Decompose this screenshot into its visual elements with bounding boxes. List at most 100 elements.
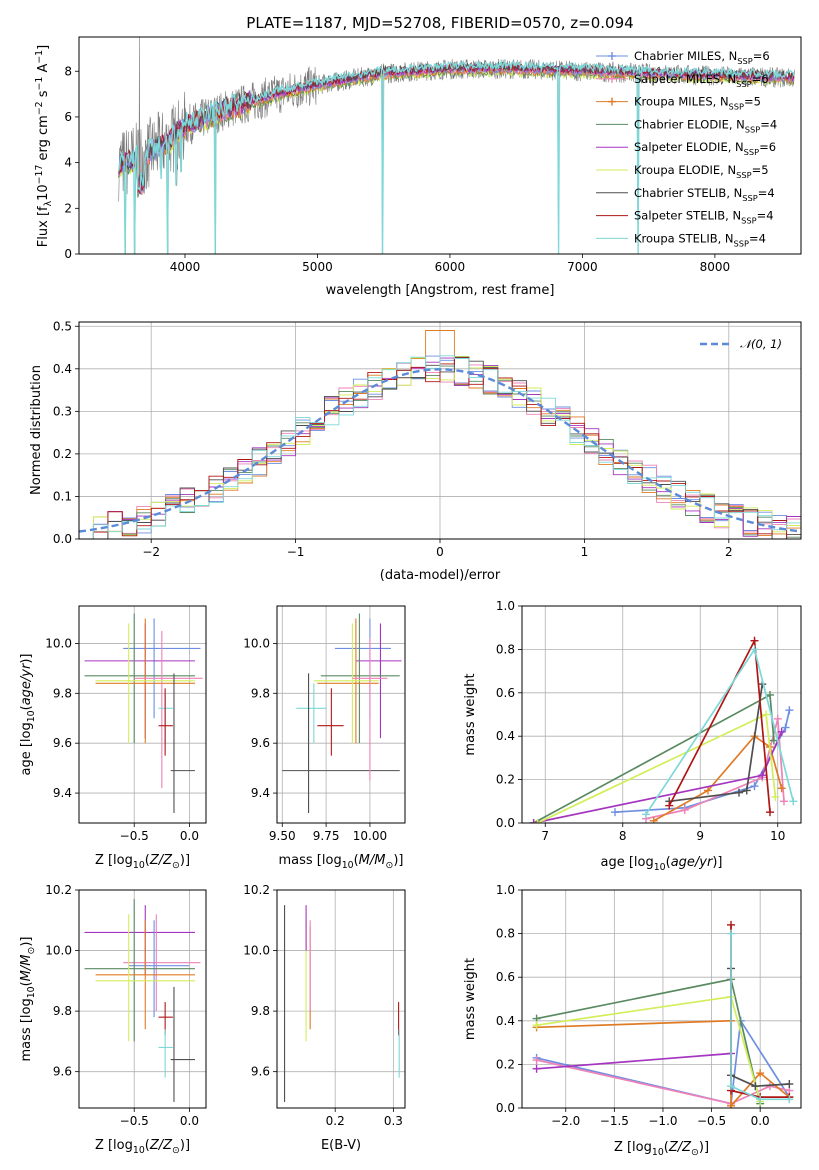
- legend-label: Chabrier MILES, NSSP=6: [634, 49, 770, 66]
- label-part: =4: [758, 186, 775, 200]
- axes-massweight-vs-Z: −2.0 −1.5 −1.0 −0.5 0.0 0.0 0.2 0.4 0.6 0.8 1.0 Z […: [463, 883, 802, 1158]
- label-part: )]: [180, 853, 190, 868]
- y-tick-label: 1.0: [496, 883, 515, 897]
- y-tick-label: 10.2: [243, 883, 270, 897]
- y-tick-label: 6: [64, 110, 72, 124]
- label-part: age/yr: [19, 662, 34, 705]
- label-part: −1: [34, 50, 45, 64]
- label-part: =4: [757, 209, 774, 223]
- label-part: Chabrier STELIB, N: [634, 186, 742, 200]
- x-tick-label: 0.3: [384, 1114, 403, 1128]
- y-tick-label: 0.3: [53, 404, 72, 418]
- x-tick-label: −1.5: [600, 1114, 629, 1128]
- label-part: λ: [43, 200, 54, 206]
- x-axis-label: wavelength [Angstrom, rest frame]: [326, 283, 555, 298]
- axes-frame: [78, 321, 802, 540]
- model-spectrum-kroupa-stelib: [118, 59, 795, 254]
- label-part: SSP: [736, 170, 751, 180]
- label-part: Z/Z: [149, 1138, 173, 1153]
- label-part: (: [19, 981, 34, 986]
- series-line-salpeter-elodie: [536, 1052, 732, 1070]
- y-tick-label: 0.2: [496, 773, 515, 787]
- x-tick-label: −2: [142, 545, 160, 559]
- label-part: −17: [34, 165, 45, 185]
- y-axis-label: mass weight: [463, 958, 478, 1040]
- x-tick-label: 8000: [700, 260, 731, 274]
- y-tick-label: 0: [64, 247, 72, 261]
- label-part: Z/Z: [149, 853, 173, 868]
- label-part: (: [145, 1138, 150, 1153]
- plot-area-mass-vs-EBV: [284, 905, 400, 1102]
- label-part: SSP: [734, 238, 749, 248]
- x-tick-label: 4000: [170, 260, 201, 274]
- axes-residuals: −2 −1 0 1 2 0.0 0.1 0.2 0.3 0.4 0.5 (data-model)/er…: [29, 319, 802, 583]
- plot-area-massweight-vs-Z: [532, 920, 794, 1108]
- x-tick-label: 0.2: [326, 1114, 345, 1128]
- label-part: Z [log: [95, 853, 133, 868]
- y-tick-label: 9.6: [53, 1065, 72, 1079]
- label-part: Z/Z: [668, 1140, 692, 1155]
- label-part: Kroupa MILES, N: [634, 95, 729, 109]
- x-tick-label: 0.0: [751, 1114, 770, 1128]
- y-tick-label: 9.8: [53, 686, 72, 700]
- label-part: M/M: [359, 853, 386, 868]
- normal-curve: [79, 368, 801, 533]
- histogram-salpeter-stelib: [79, 357, 801, 539]
- legend-label: Salpeter ELODIE, NSSP=6: [634, 140, 776, 157]
- x-axis-label: E(B-V): [321, 1138, 361, 1153]
- label-part: Salpeter STELIB, N: [634, 209, 741, 223]
- figure-title: PLATE=1187, MJD=52708, FIBERID=0570, z=0…: [246, 14, 633, 32]
- y-tick-label: 0.0: [496, 1101, 515, 1115]
- series-line-kroupa-stelib: [730, 933, 790, 1101]
- plot-layer: 4000 5000 6000 7000 8000 0 2 4 6 8 wavelength [Ang…: [19, 36, 802, 1158]
- label-part: ]: [36, 45, 51, 50]
- x-axis-label: Z [log10(Z/Z⊙)]: [614, 1140, 709, 1158]
- legend-label: Kroupa STELIB, NSSP=4: [634, 231, 766, 248]
- label-part: )]: [19, 653, 34, 663]
- histogram-kroupa-stelib: [79, 355, 801, 539]
- label-part: ⊙: [172, 1145, 180, 1156]
- legend-label: Salpeter STELIB, NSSP=4: [634, 209, 774, 226]
- y-tick-label: 9.8: [251, 686, 270, 700]
- label-part: 10: [26, 986, 37, 998]
- x-tick-label: 7000: [567, 260, 598, 274]
- y-axis-label: age [log10(age/yr)]: [19, 653, 37, 775]
- label-part: )]: [712, 855, 722, 870]
- label-part: (: [19, 705, 34, 710]
- label-part: erg cm: [36, 115, 51, 164]
- axes-frame: [521, 605, 802, 824]
- plot-area-age-vs-mass: [282, 613, 402, 814]
- y-axis-label: Flux [fλ10−17 erg cm−2 s−1 A−1]: [34, 45, 54, 247]
- y-tick-label: 9.4: [251, 786, 270, 800]
- label-part: A: [36, 64, 51, 77]
- label-part: Chabrier MILES, N: [634, 49, 737, 63]
- y-tick-label: 0.0: [496, 816, 515, 830]
- y-tick-label: 9.8: [251, 1004, 270, 1018]
- label-part: s: [36, 90, 51, 101]
- y-tick-label: 0.6: [496, 686, 515, 700]
- y-axis-label: mass weight: [463, 673, 478, 755]
- label-part: SSP: [736, 79, 751, 89]
- legend-label: Kroupa ELODIE, NSSP=5: [634, 163, 769, 180]
- label-part: 10: [26, 710, 37, 722]
- x-tick-label: 9.50: [269, 829, 296, 843]
- label-part: (: [145, 853, 150, 868]
- y-tick-label: 10.0: [45, 944, 72, 958]
- axes-frame: [78, 605, 207, 824]
- label-part: =6: [753, 49, 770, 63]
- label-part: age [log: [600, 855, 653, 870]
- legend-label: Kroupa MILES, NSSP=5: [634, 95, 761, 112]
- axes-mass-vs-Z: −0.5 0.09.69.810.010.2Z [log10(Z/Z⊙)]mass…: [19, 883, 207, 1156]
- label-part: SSP: [744, 147, 759, 157]
- y-tick-label: 0.2: [496, 1057, 515, 1071]
- x-tick-label: −0.5: [697, 1114, 726, 1128]
- x-tick-label: −0.5: [120, 829, 149, 843]
- label-part: =4: [760, 117, 777, 131]
- legend-label: 𝒩(0, 1): [740, 337, 782, 351]
- label-part: Flux [f: [36, 206, 51, 247]
- x-axis-label: mass [log10(M/M⊙)]: [279, 853, 404, 871]
- y-tick-label: 0.8: [496, 927, 515, 941]
- axes-frame: [78, 889, 207, 1109]
- x-tick-label: 0: [436, 545, 444, 559]
